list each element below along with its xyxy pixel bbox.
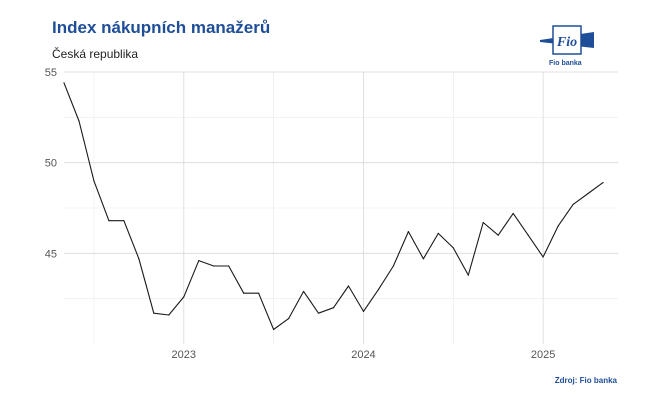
data-point xyxy=(467,274,469,276)
logo-box xyxy=(552,25,582,55)
data-point xyxy=(287,318,290,320)
data-point xyxy=(542,256,544,258)
data-point xyxy=(392,265,395,267)
data-point xyxy=(512,212,514,215)
data-point xyxy=(258,292,260,294)
data-point xyxy=(153,312,155,314)
fio-logo: Fio xyxy=(540,25,594,55)
data-point xyxy=(602,182,604,184)
data-point xyxy=(572,203,574,205)
data-point xyxy=(407,230,409,233)
data-point xyxy=(273,328,275,331)
data-point xyxy=(93,180,95,182)
data-point xyxy=(108,220,110,222)
data-point xyxy=(198,259,200,262)
data-point xyxy=(213,265,215,267)
data-point xyxy=(332,307,335,309)
data-point xyxy=(482,221,484,224)
data-point xyxy=(302,290,305,293)
source-note: Zdroj: Fio banka xyxy=(554,376,617,385)
data-point xyxy=(168,314,170,316)
data-point xyxy=(377,289,380,291)
data-point xyxy=(527,234,529,236)
data-point xyxy=(228,265,230,267)
data-point xyxy=(78,120,80,122)
data-point xyxy=(138,258,140,260)
data-point xyxy=(437,232,439,234)
logo-text: Fio xyxy=(556,35,577,50)
data-point xyxy=(422,258,424,260)
data-point xyxy=(243,292,245,294)
data-point xyxy=(63,82,65,84)
pmi-series-line xyxy=(63,82,604,331)
data-point xyxy=(123,220,125,222)
data-point xyxy=(362,310,365,312)
chart-subtitle: Česká republika xyxy=(52,47,139,61)
data-point xyxy=(183,296,185,298)
logo-caption: Fio banka xyxy=(549,60,582,67)
data-point xyxy=(452,247,454,249)
y-tick-label: 55 xyxy=(45,67,57,79)
x-tick-label: 2023 xyxy=(172,349,196,361)
data-point xyxy=(587,192,589,195)
data-point xyxy=(557,225,559,227)
x-tick-label: 2025 xyxy=(531,349,555,361)
chart-title: Index nákupních manažerů xyxy=(52,18,271,37)
data-point xyxy=(497,234,499,236)
data-point xyxy=(347,285,350,287)
data-point xyxy=(317,312,320,314)
y-tick-label: 45 xyxy=(45,248,57,260)
y-tick-label: 50 xyxy=(45,158,57,170)
x-tick-label: 2024 xyxy=(351,349,375,361)
